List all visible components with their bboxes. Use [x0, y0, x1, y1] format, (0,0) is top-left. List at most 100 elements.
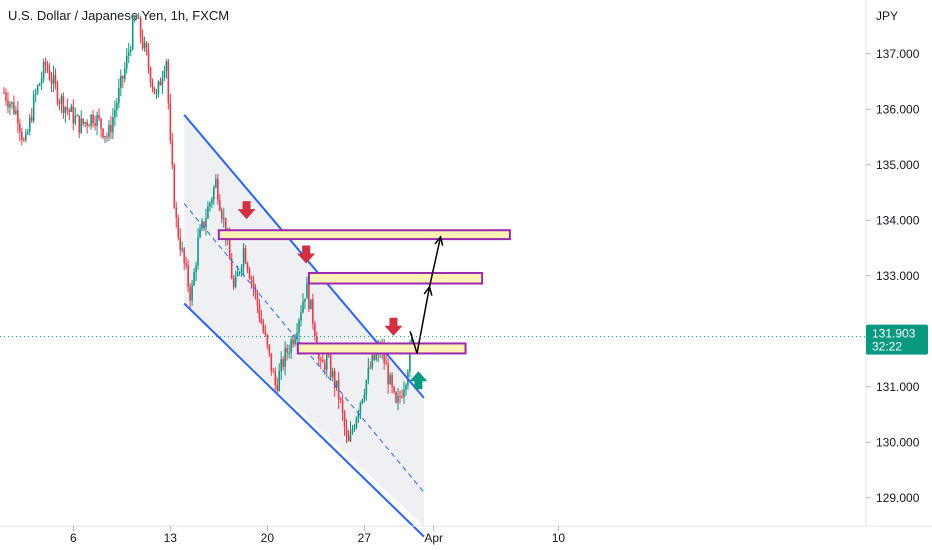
candle-body [90, 114, 92, 126]
candle-body [191, 285, 193, 301]
candle-body [236, 272, 239, 277]
candle-body [163, 71, 166, 79]
candle-body [387, 364, 389, 385]
candle-body [310, 299, 312, 310]
candle-body [314, 323, 316, 337]
candle-body [365, 380, 368, 395]
candle-body [34, 92, 37, 95]
candle-body [17, 110, 19, 124]
candle-body [187, 265, 189, 287]
candle-body [7, 100, 9, 108]
candle-body [389, 374, 391, 385]
channel-lower-line [183, 302, 425, 538]
price-tick-label: 137.000 [876, 47, 920, 61]
candle-body [189, 286, 191, 301]
candle-body [252, 280, 255, 288]
candle-body [213, 187, 215, 200]
resistance-zone-1 [217, 229, 511, 241]
projection-segment [416, 286, 431, 354]
candle-body [268, 344, 271, 354]
candle-body [367, 367, 370, 381]
candle-body [127, 51, 130, 56]
candle-body [135, 16, 138, 19]
candle-body [44, 61, 47, 65]
candle-body [300, 312, 302, 321]
candle-body [240, 266, 243, 272]
time-tick-label: 27 [358, 531, 372, 545]
candle-body [60, 96, 63, 104]
candle-body [36, 85, 39, 93]
candle-body [211, 199, 213, 203]
candle-body [9, 103, 11, 108]
candle-body [123, 68, 126, 79]
time-tick-label: 20 [261, 531, 275, 545]
candle-body [409, 345, 411, 372]
candle-body [68, 109, 71, 112]
candle-body [302, 301, 304, 313]
candle-body [19, 123, 21, 132]
candle-body [122, 75, 124, 79]
candle-body [242, 248, 245, 267]
candle-body [161, 78, 164, 86]
candle-body [141, 36, 144, 48]
candle-body [331, 371, 334, 378]
candle-body [197, 237, 199, 266]
candle-body [23, 139, 25, 141]
candle-body [21, 131, 23, 140]
candle-body [355, 417, 358, 428]
candle-body [383, 347, 385, 363]
candle-body [399, 396, 401, 398]
candle-body [405, 385, 407, 390]
candle-body [276, 385, 279, 391]
candle-body [193, 272, 195, 286]
candle-body [288, 352, 290, 354]
price-tick-label: 133.000 [876, 269, 920, 283]
candle-body [76, 115, 79, 117]
projection-segment [409, 331, 418, 354]
candle-body [112, 117, 114, 133]
candle-body [114, 110, 116, 118]
candle-body [3, 92, 5, 94]
candle-body [155, 93, 158, 95]
candle-body [278, 370, 281, 391]
down-arrow-icon [297, 245, 316, 264]
candle-body [165, 61, 168, 72]
candle-body [215, 178, 217, 188]
candle-body [347, 435, 350, 442]
projection-arrowhead [434, 235, 444, 246]
candle-body [157, 81, 160, 94]
candle-body [137, 17, 140, 19]
candle-body [177, 218, 180, 238]
candle-body [133, 16, 136, 21]
candle-body [401, 396, 403, 398]
candle-body [244, 248, 247, 264]
candle-body [203, 221, 205, 228]
candle-body [357, 412, 360, 418]
candle-body [329, 355, 332, 378]
candle-body [62, 96, 65, 114]
up-arrow-icon [409, 371, 428, 390]
candle-body [92, 114, 94, 124]
candle-body [72, 106, 75, 124]
candle-body [149, 68, 152, 83]
candle-body [337, 380, 340, 399]
down-arrow-icon [384, 317, 403, 336]
candle-body [280, 359, 282, 371]
candle-body [391, 374, 393, 387]
candle-body [145, 42, 148, 53]
candle-body [106, 136, 108, 138]
candle-body [26, 131, 29, 134]
candle-body [98, 114, 100, 119]
candle-body [52, 74, 55, 84]
resistance-zone-3 [296, 342, 467, 355]
candle-body [294, 339, 296, 345]
time-tick-label: 6 [70, 531, 77, 545]
candle-body [116, 102, 118, 111]
candle-body [195, 265, 197, 273]
candle-body [411, 337, 413, 346]
down-arrow-icon [237, 201, 256, 220]
candle-body [147, 52, 150, 69]
candle-body [258, 305, 261, 319]
